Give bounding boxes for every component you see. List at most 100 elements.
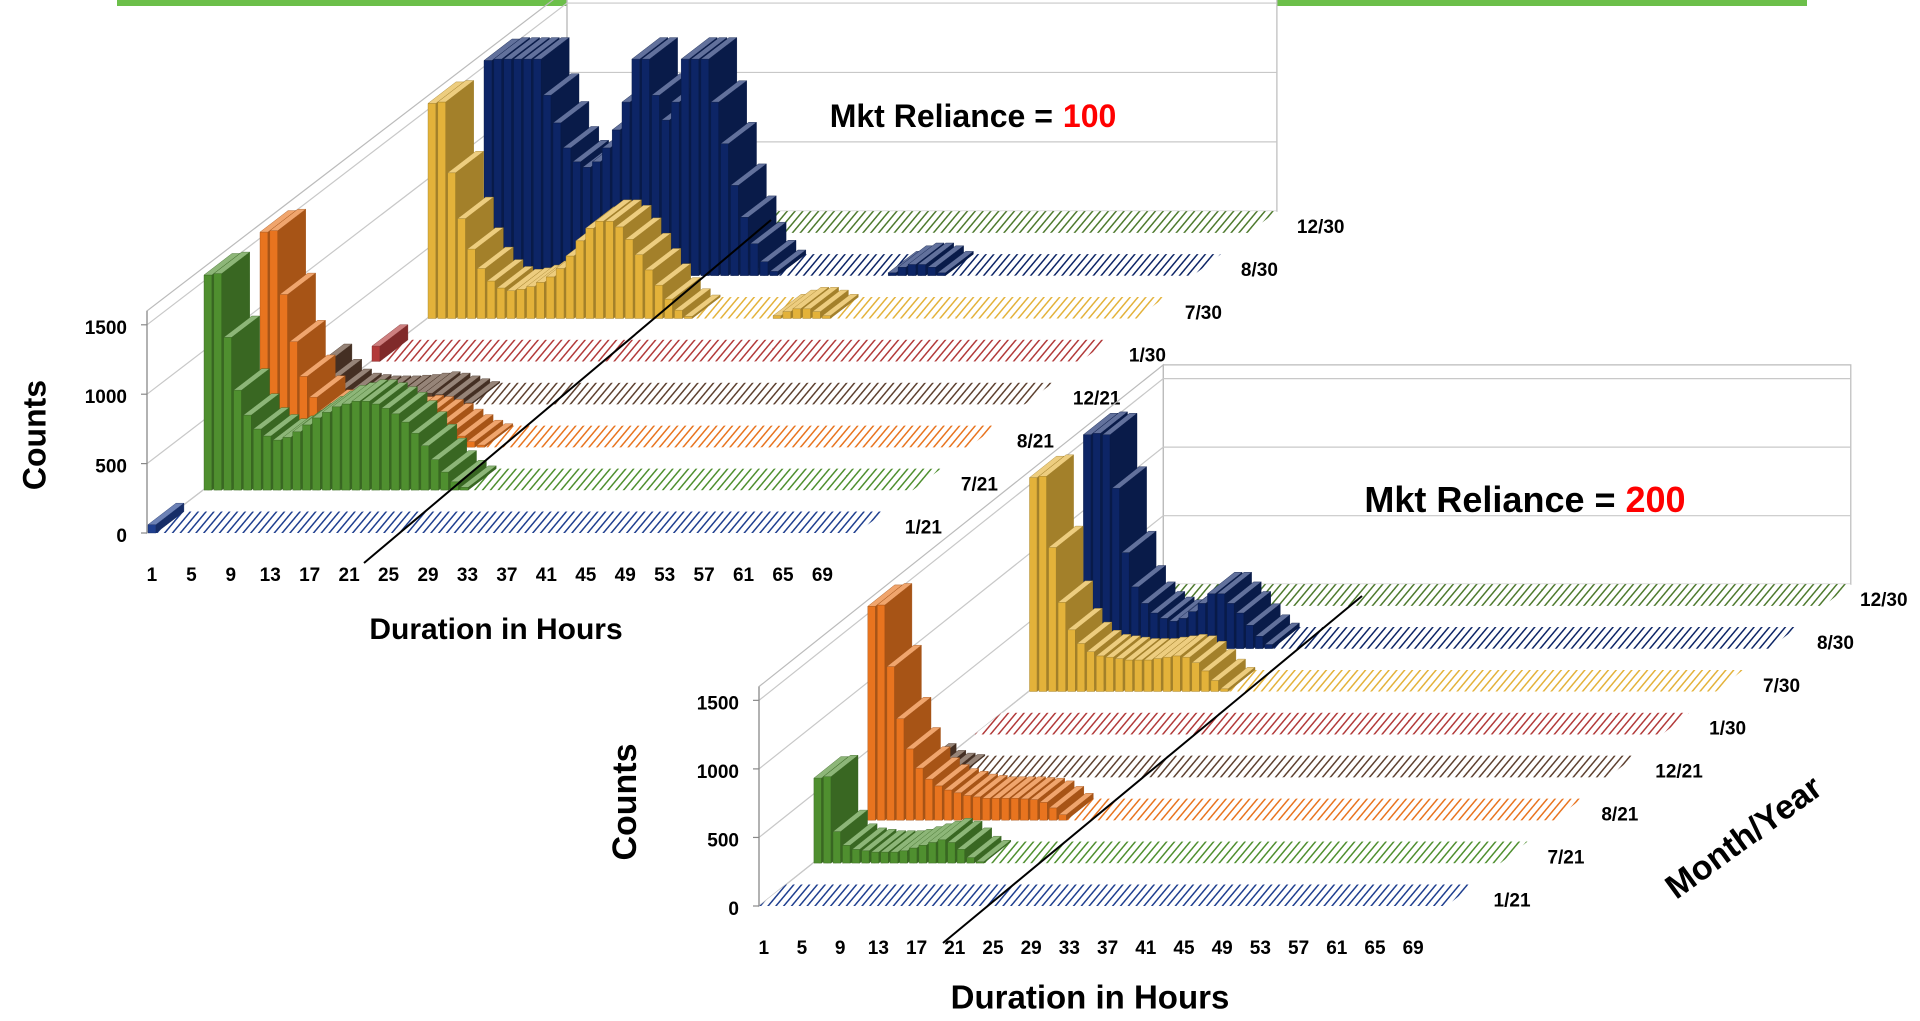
bar-top [1108, 297, 1145, 319]
bar [811, 289, 849, 319]
bar [861, 425, 898, 448]
bar [789, 382, 826, 405]
bar-top [565, 425, 602, 448]
bar-top [1536, 798, 1571, 821]
x-tick-label: 37 [1097, 938, 1118, 959]
bar-top [1128, 712, 1163, 735]
bar [891, 425, 927, 448]
bar-top [788, 511, 825, 533]
bar-top [157, 511, 194, 533]
bar [985, 712, 1020, 735]
bar-top [720, 382, 757, 405]
x-tick-label: 21 [339, 565, 361, 586]
bar-top [1176, 841, 1212, 864]
bar-top [519, 339, 556, 362]
row-label: 7/21 [961, 474, 998, 495]
bar-front [1096, 655, 1105, 692]
bar [1195, 712, 1230, 735]
row-label: 1/30 [1709, 719, 1746, 740]
row-label: 12/30 [1860, 590, 1908, 611]
bar [1538, 584, 1573, 606]
bar [1621, 670, 1657, 692]
bar-top [466, 227, 504, 250]
bar [618, 468, 654, 491]
bar [736, 339, 773, 362]
bar-top [1608, 627, 1644, 649]
bar [723, 425, 760, 448]
bar [1786, 584, 1822, 606]
bar-top [591, 511, 628, 533]
bar-front [924, 778, 933, 821]
bar-top [746, 339, 783, 362]
bar-top [1599, 755, 1635, 778]
bar [1036, 254, 1072, 276]
bar-top [1592, 670, 1628, 692]
bar [1567, 712, 1603, 735]
x-tick-label: 9 [835, 938, 846, 959]
bar-top [223, 315, 261, 338]
x-tick-label: 21 [944, 938, 966, 959]
bar-top [1105, 254, 1142, 276]
bar-top [687, 339, 724, 362]
bar [1131, 211, 1168, 233]
bar-top [1414, 712, 1450, 735]
bar-top [680, 511, 717, 533]
bar-top [989, 884, 1024, 906]
bar-top [1481, 712, 1517, 735]
bar-top [1138, 841, 1174, 864]
bar-top [1004, 841, 1040, 864]
bar-top [759, 240, 797, 262]
bar [1436, 627, 1472, 649]
bar [1643, 584, 1678, 606]
bar [1469, 798, 1504, 821]
x-tick-label: 69 [812, 565, 833, 586]
bar [817, 884, 852, 906]
bar [575, 425, 612, 448]
bar [1026, 755, 1062, 778]
bar-top [1112, 755, 1148, 778]
bar-top [177, 511, 214, 533]
bar [864, 468, 901, 491]
bar [1612, 670, 1647, 692]
bar-top [953, 339, 990, 362]
bar-top [1012, 339, 1049, 362]
bar-top [941, 884, 976, 906]
bar-top [1462, 712, 1498, 735]
bar [1230, 670, 1265, 692]
bar [364, 511, 401, 533]
bar-top [1805, 584, 1841, 606]
bar [473, 511, 510, 533]
bar [1253, 841, 1288, 864]
bar [473, 382, 510, 405]
bar [1341, 755, 1377, 778]
bar-front [953, 792, 962, 821]
bar [522, 511, 559, 533]
bar-top [555, 425, 592, 448]
bar-top [700, 382, 737, 405]
bar-front [447, 172, 456, 319]
bar-top [1415, 841, 1451, 864]
bar-front [880, 851, 889, 864]
bar-top [1309, 584, 1344, 606]
bar-top [1078, 297, 1115, 319]
bar [894, 339, 931, 362]
bar [1013, 712, 1049, 735]
bar-top [1049, 297, 1086, 319]
bar [1252, 712, 1288, 735]
bar-top [835, 211, 872, 233]
bar-top [993, 211, 1030, 233]
bar-top [845, 884, 881, 906]
bar [998, 884, 1034, 906]
bar [1523, 755, 1558, 778]
bar-front [1220, 688, 1229, 692]
bar [1373, 798, 1409, 821]
bar [1016, 254, 1053, 276]
bar-top [944, 211, 981, 233]
bar [1423, 584, 1459, 606]
bar [1529, 712, 1564, 735]
bar-top [684, 425, 720, 448]
bar [1453, 841, 1489, 864]
bar [1108, 297, 1145, 319]
bar [1287, 670, 1322, 692]
bar [1274, 627, 1309, 649]
